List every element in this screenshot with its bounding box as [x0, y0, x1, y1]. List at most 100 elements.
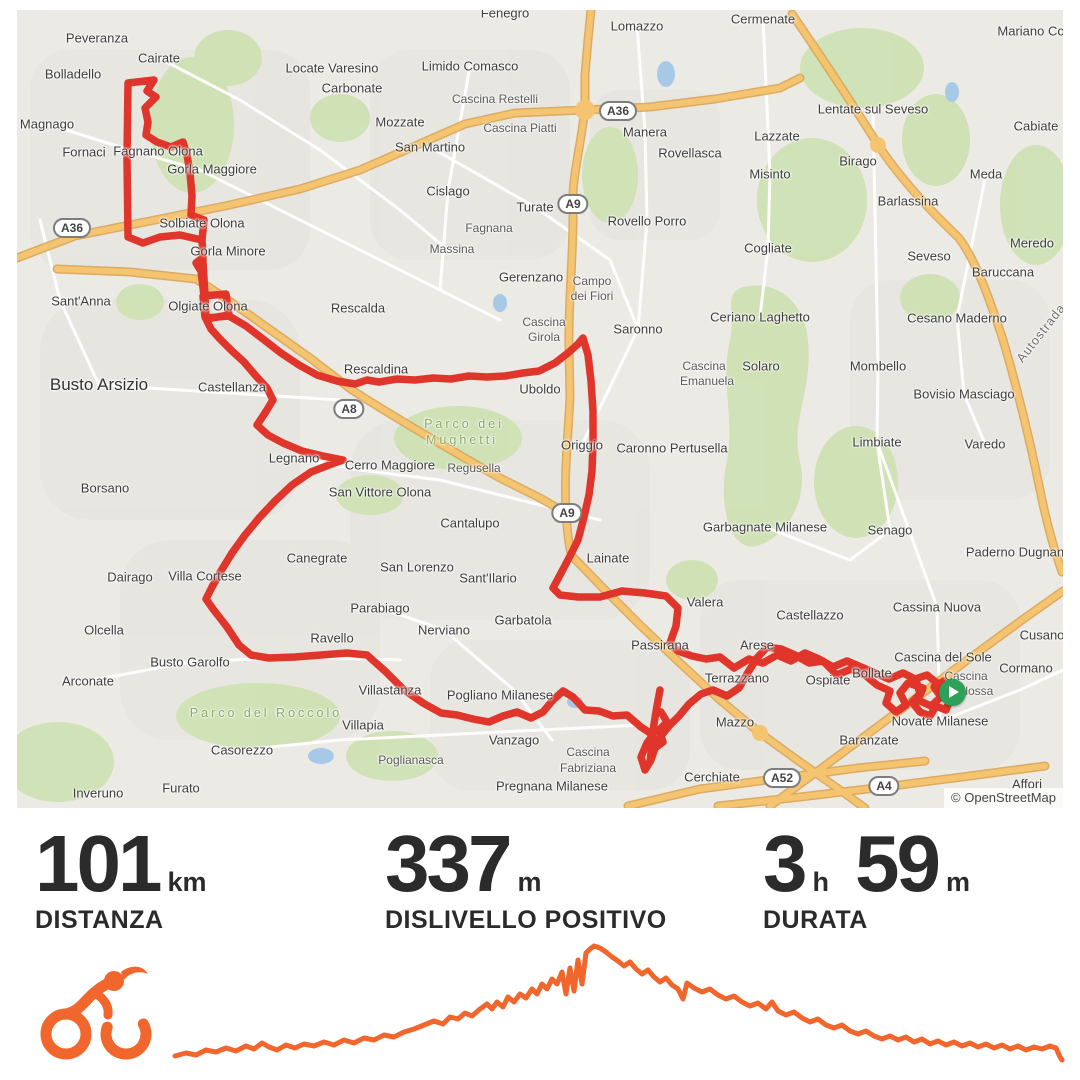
map-label: Terrazzano [704, 670, 770, 686]
map-label: Borsano [80, 480, 130, 496]
map-label: Cascina Restelli [451, 92, 539, 106]
map-label: Affori [1011, 776, 1043, 792]
map-label: Garbagnate Milanese [702, 519, 828, 535]
map-base-layer [17, 10, 1063, 808]
road-badge: A36 [598, 101, 638, 121]
map-label: Birago [839, 153, 877, 169]
map-label: Limbiate [852, 434, 902, 450]
map-label: Vanzago [488, 732, 540, 748]
map-label: San Lorenzo [380, 559, 454, 575]
map-label: Bolladello [44, 66, 102, 82]
elevation-label: DISLIVELLO POSITIVO [385, 906, 667, 934]
elevation-line [172, 943, 1065, 1063]
map-label: Regusella [447, 461, 501, 475]
elevation-value: 337 [385, 819, 512, 908]
map-label: Rescalda [330, 300, 386, 316]
map-label: Lazzate [754, 128, 800, 144]
map-label: Solaro [742, 358, 780, 374]
map-label: Fagnano Olona [113, 143, 203, 159]
map-label: Villapia [342, 717, 384, 733]
map-label: Arconate [61, 673, 115, 689]
duration-hours-value: 3 [763, 819, 807, 908]
map-label: Cogliate [744, 240, 792, 256]
map-label: Meredo [1009, 235, 1055, 251]
map-label: Castellazzo [776, 607, 844, 623]
map-label: Cesano Maderno [907, 310, 1007, 326]
map-label: Senago [867, 522, 913, 538]
map-label: Olgiate Olona [168, 298, 248, 314]
map-label: Inveruno [72, 785, 124, 801]
map-label: Passirana [631, 637, 689, 653]
map-label: Villastanza [358, 682, 422, 698]
map-label: Fornaci [62, 144, 106, 160]
map-label: Campo [572, 274, 612, 288]
stat-duration: 3 h 59 m DURATA [763, 819, 970, 935]
elevation-unit: m [517, 867, 542, 897]
map-label: Pogliano Milanese [446, 687, 554, 703]
map-label: Sant'Ilario [459, 570, 517, 586]
map-label: Caronno Pertusella [616, 440, 728, 456]
map-label: Baruccana [971, 264, 1035, 280]
duration-label: DURATA [763, 906, 868, 934]
map-label: Cassina Nuova [892, 599, 982, 615]
map-label: Saronno [613, 321, 663, 337]
map-label: Rescaldina [343, 361, 409, 377]
map-label: Cascina [522, 315, 566, 329]
map-label: Mombello [849, 358, 907, 374]
duration-hours-unit: h [812, 867, 830, 897]
map-label: Cerchiate [684, 769, 740, 785]
map-label: Cislago [426, 183, 470, 199]
map-label: San Martino [394, 139, 466, 155]
map-label: Emanuela [679, 374, 735, 388]
stat-distance: 101 km DISTANZA [35, 824, 207, 935]
road-badge: A9 [557, 194, 589, 214]
map-label: Varedo [964, 436, 1006, 452]
map-label: Origgio [561, 437, 603, 453]
map-label: Castellanza [198, 379, 266, 395]
map-label: Cascina [682, 359, 726, 373]
map-label: Lainate [586, 550, 630, 566]
map-label: Peveranza [65, 30, 129, 46]
map-label: Cabiate [1013, 118, 1059, 134]
map-label: Novate Milanese [891, 713, 989, 729]
map-label: Cermenate [730, 11, 796, 27]
stat-elevation-gain: 337 m DISLIVELLO POSITIVO [385, 819, 667, 935]
play-icon [948, 685, 959, 698]
map-label: Casorezzo [210, 742, 274, 758]
map-label: Turate [516, 199, 554, 215]
map-label: Pregnana Milanese [495, 778, 609, 794]
map-label: Furato [162, 780, 200, 796]
osm-attribution[interactable]: © OpenStreetMap [944, 788, 1063, 808]
road-badge: A4 [868, 776, 900, 796]
map-label: Ospiate [805, 672, 851, 688]
map-label: Misinto [749, 166, 791, 182]
map-label: Parabiago [350, 600, 410, 616]
map-label: Autostrada [1013, 300, 1063, 366]
route-start-marker[interactable] [938, 678, 966, 706]
map-label: Arese [740, 637, 774, 653]
map-label: Sant'Anna [51, 293, 111, 309]
park-areas [17, 28, 1063, 802]
map-label: Cerro Maggiore [344, 457, 436, 473]
map-label: Cascina [566, 745, 610, 759]
distance-label: DISTANZA [35, 906, 164, 934]
map-label: Mariano Co [997, 23, 1063, 39]
duration-minutes-value: 59 [855, 819, 941, 908]
map-label: Busto Garolfo [150, 654, 230, 670]
map-label: Lentate sul Seveso [817, 101, 929, 117]
map-label: Seveso [907, 248, 951, 264]
map-label: Barlassina [877, 193, 939, 209]
map-label: Massina [429, 242, 475, 256]
map-label: Uboldo [519, 381, 561, 397]
map-label: Fenegro [480, 10, 530, 21]
map-label: Ceriano Laghetto [710, 309, 810, 325]
map-label: dei Fiori [570, 289, 614, 303]
map-label: Lomazzo [610, 18, 664, 34]
road-badge: A52 [762, 768, 802, 788]
map-label: Poglianasca [378, 753, 444, 767]
map-label: Nerviano [417, 622, 471, 638]
route-map[interactable]: Peveranza Cairate Bolladello Locate Varesin… [17, 10, 1063, 808]
map-label: Fagnana [465, 221, 513, 235]
map-label: Olcella [84, 622, 124, 638]
cyclist-icon [40, 966, 152, 1060]
